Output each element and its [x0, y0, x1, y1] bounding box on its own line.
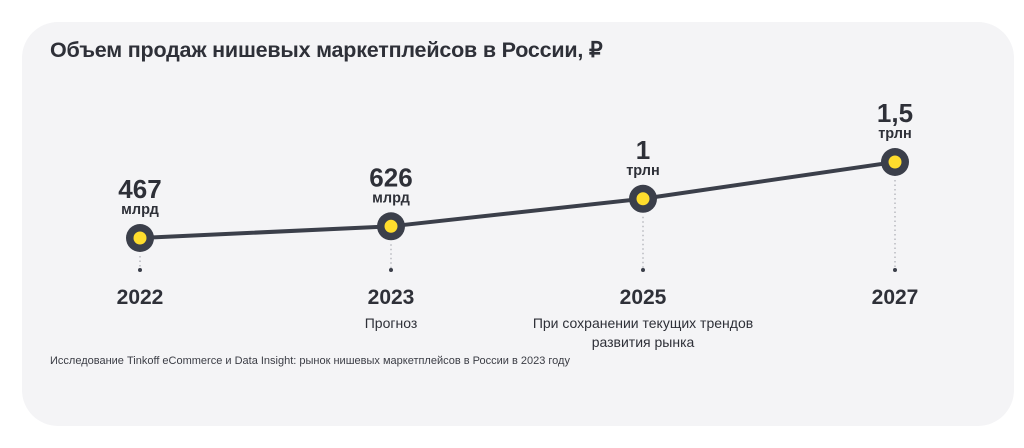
point-note: При сохранении текущих трендов [533, 315, 753, 331]
connector-dot [138, 268, 142, 272]
value-unit-label: млрд [372, 190, 410, 206]
series-line [138, 160, 897, 240]
x-axis-labels: 2022 2023 2025 2027 [117, 286, 919, 309]
chart-title: Объем продаж нишевых маркетплейсов в Рос… [50, 38, 603, 62]
point-note: развития рынка [592, 334, 695, 350]
point-note: Прогноз [365, 315, 418, 331]
value-label: 467 [118, 174, 161, 204]
point-marker [636, 192, 650, 206]
value-label: 1,5 [877, 98, 913, 128]
point-notes: Прогноз При сохранении текущих трендов раз… [365, 315, 753, 350]
value-label: 626 [369, 162, 412, 192]
connector-dot [389, 268, 393, 272]
chart-card [22, 22, 1014, 426]
x-tick-label: 2025 [620, 286, 667, 309]
point-marker [888, 155, 902, 169]
x-tick-label: 2022 [117, 286, 164, 309]
point-marker [133, 231, 147, 245]
source-note: Исследование Tinkoff eCommerce и Data In… [50, 355, 570, 367]
value-unit-label: трлн [878, 126, 912, 142]
value-unit-label: трлн [626, 163, 660, 179]
connector-dot [893, 268, 897, 272]
connector-lines [138, 180, 897, 272]
point-marker [384, 219, 398, 233]
data-points [126, 148, 909, 252]
value-label: 1 [636, 135, 650, 165]
x-tick-label: 2023 [368, 286, 415, 309]
connector-dot [641, 268, 645, 272]
x-tick-label: 2027 [872, 286, 919, 309]
value-unit-label: млрд [121, 202, 159, 218]
